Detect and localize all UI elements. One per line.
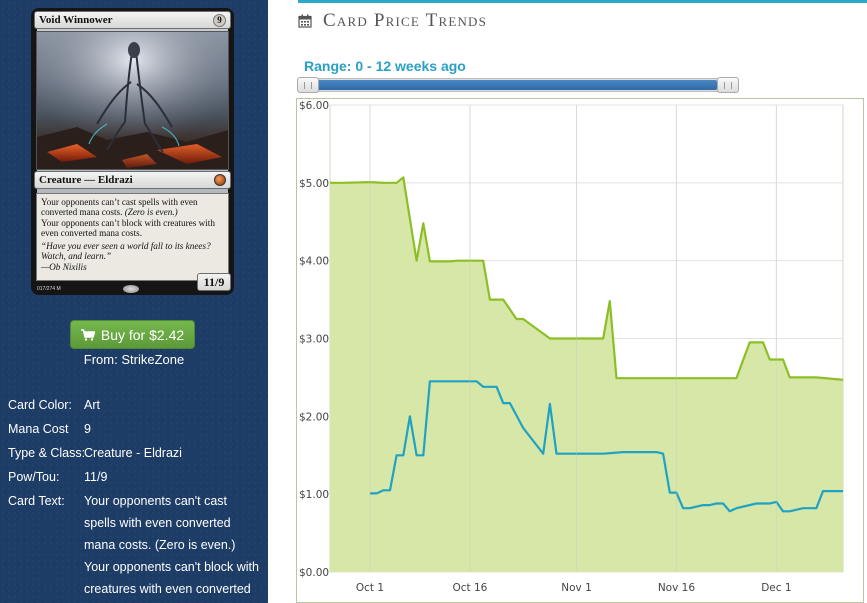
y-tick-label: $4.00 bbox=[299, 256, 329, 268]
calendar-icon bbox=[298, 14, 312, 28]
vendor-label: From: StrikeZone bbox=[83, 352, 185, 367]
card-color-label: Card Color: bbox=[8, 398, 72, 412]
mana-cost-label: Mana Cost bbox=[8, 422, 69, 436]
set-symbol-icon bbox=[214, 174, 226, 186]
card-name: Void Winnower bbox=[39, 14, 113, 26]
mana-symbol-icon: 9 bbox=[213, 13, 226, 27]
card-power-toughness: 11/9 bbox=[197, 273, 231, 291]
x-tick-label: Nov 1 bbox=[561, 582, 592, 594]
card-title-bar: Void Winnower 9 bbox=[34, 11, 231, 29]
buy-button[interactable]: Buy for $2.42 bbox=[70, 320, 195, 349]
card-rules-1: Your opponents can’t cast spells with ev… bbox=[41, 197, 198, 217]
shopping-cart-icon bbox=[80, 328, 95, 341]
card-type-line: Creature — Eldrazi bbox=[39, 174, 133, 186]
type-class-value: Creature - Eldrazi bbox=[84, 446, 182, 460]
range-slider-selection bbox=[307, 80, 717, 90]
x-tick-label: Dec 1 bbox=[761, 582, 791, 594]
x-tick-label: Oct 16 bbox=[452, 582, 487, 594]
y-tick-label: $6.00 bbox=[299, 100, 329, 112]
y-tick-label: $5.00 bbox=[299, 178, 329, 190]
series-line bbox=[330, 176, 844, 381]
range-slider[interactable] bbox=[297, 77, 739, 93]
card-text-label: Card Text: bbox=[8, 494, 65, 508]
card-rules-1-reminder: (Zero is even.) bbox=[124, 207, 178, 217]
range-label: Range: 0 - 12 weeks ago bbox=[304, 58, 466, 74]
price-chart: $0.00 $1.00 $2.00 $3.00 $4.00 $5.00 $6.00 Oct 1… bbox=[296, 98, 864, 603]
accent-bar bbox=[298, 0, 867, 3]
holo-stamp-icon bbox=[123, 285, 139, 293]
card-type-bar: Creature — Eldrazi bbox=[34, 171, 231, 189]
range-slider-start-handle[interactable] bbox=[297, 77, 319, 93]
page-title: Card Price Trends bbox=[323, 10, 488, 31]
pow-tou-label: Pow/Tou: bbox=[8, 470, 60, 484]
buy-button-label: Buy for $2.42 bbox=[100, 326, 185, 343]
pow-tou-value: 11/9 bbox=[84, 470, 108, 484]
range-slider-end-handle[interactable] bbox=[717, 77, 739, 93]
mana-cost-value: 9 bbox=[84, 422, 91, 436]
card-art bbox=[36, 31, 229, 170]
card-color-value: Art bbox=[84, 398, 100, 412]
y-tick-label: $0.00 bbox=[299, 567, 329, 579]
y-tick-label: $2.00 bbox=[299, 411, 329, 423]
card-flavor-attribution: —Ob Nixilis bbox=[41, 262, 87, 272]
card-text-value: Your opponents can't cast spells with ev… bbox=[84, 494, 259, 596]
x-tick-label: Nov 16 bbox=[658, 582, 696, 594]
y-tick-label: $1.00 bbox=[299, 489, 329, 501]
card-image: Void Winnower 9 bbox=[31, 8, 234, 295]
card-flavor-text: “Have you ever seen a world fall to its … bbox=[41, 241, 211, 261]
price-trends-panel: Card Price Trends Range: 0 - 12 weeks ag… bbox=[268, 0, 867, 603]
card-info-panel: Void Winnower 9 bbox=[0, 0, 268, 603]
x-tick-label: Oct 1 bbox=[356, 582, 384, 594]
card-rules-2: Your opponents can’t block with creature… bbox=[41, 218, 215, 238]
card-rules-box: Your opponents can’t cast spells with ev… bbox=[36, 193, 229, 281]
series-line bbox=[370, 380, 843, 513]
price-chart-svg: $0.00 $1.00 $2.00 $3.00 $4.00 $5.00 $6.00 Oct 1… bbox=[299, 100, 844, 594]
type-class-label: Type & Class: bbox=[8, 446, 86, 460]
y-tick-label: $3.00 bbox=[299, 334, 329, 346]
series-area bbox=[330, 177, 843, 572]
card-collector-number: 017/274 M bbox=[37, 286, 61, 292]
eldrazi-art-image bbox=[37, 32, 228, 169]
